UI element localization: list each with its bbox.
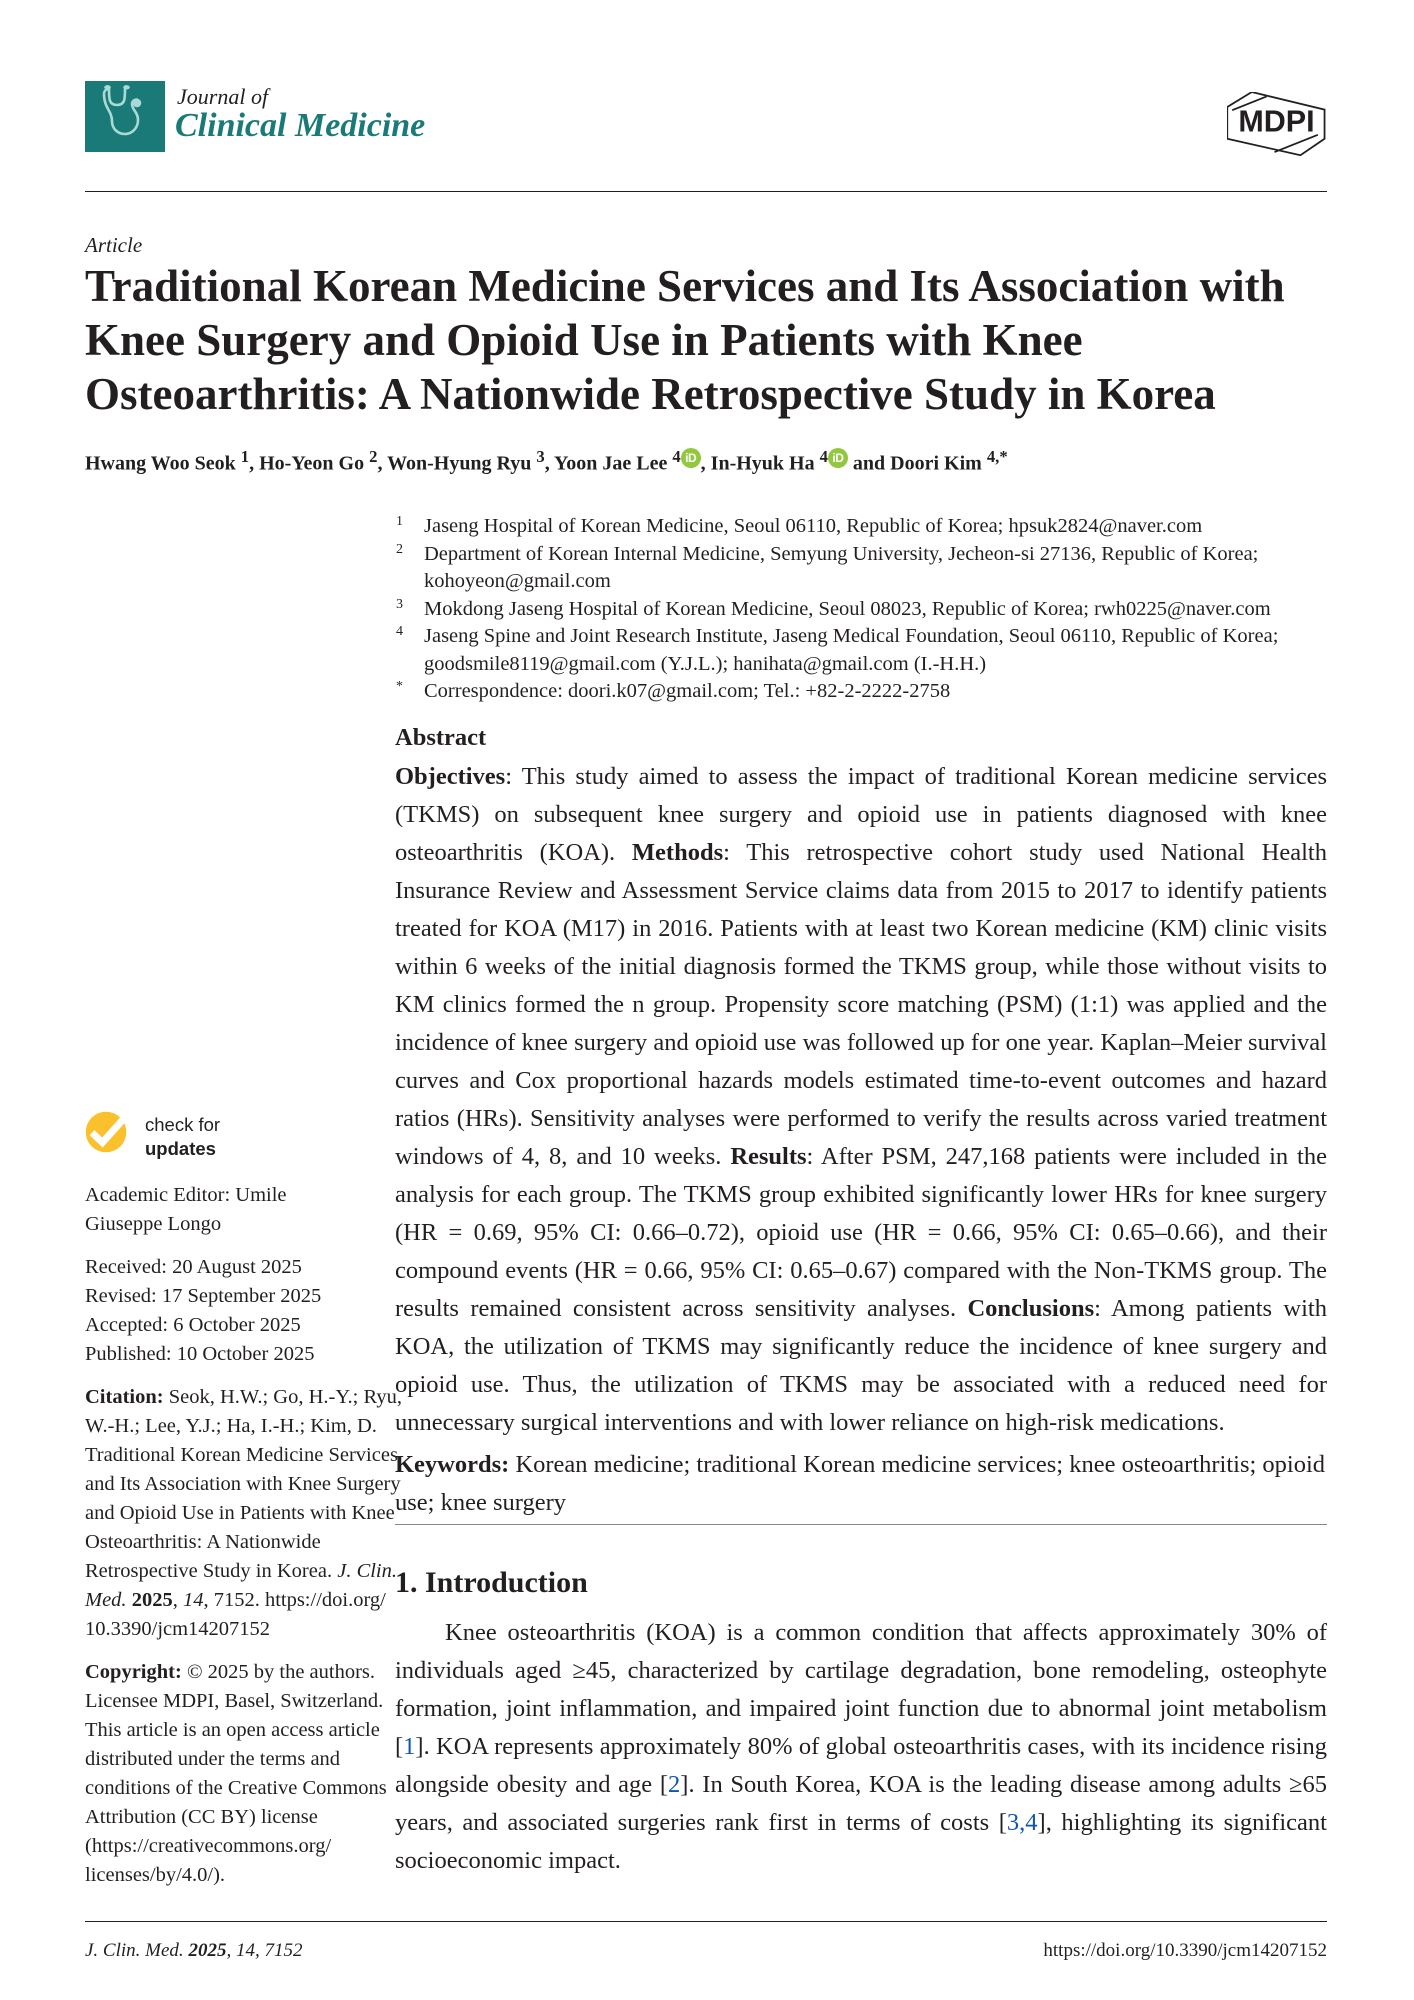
svg-text:MDPI: MDPI: [1238, 104, 1314, 138]
